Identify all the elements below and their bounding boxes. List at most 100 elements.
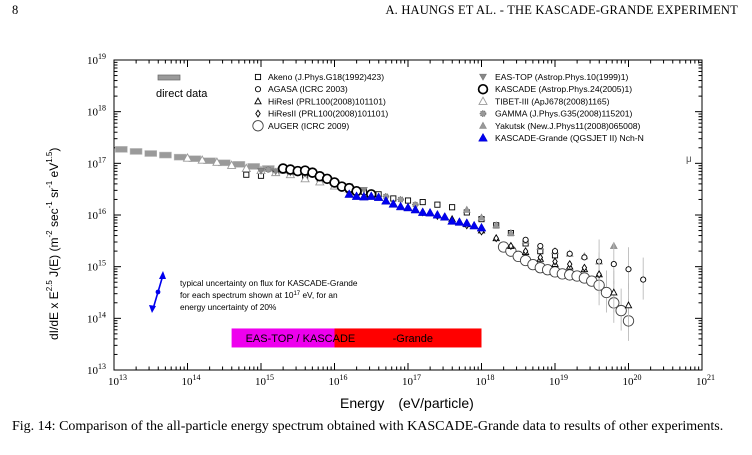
- y-axis-label: dI/dE x E2.5 J(E) (m-2 sec-1 sr-1 eV1.5): [45, 148, 61, 340]
- kascade-grande-point: [410, 204, 421, 214]
- legend-label-right: EAS-TOP (Astrop.Phys.10(1999)1): [495, 72, 629, 82]
- auger-point: [615, 304, 627, 317]
- hiresi-point: [624, 301, 633, 309]
- akeno-point: [419, 199, 426, 206]
- direct-data-point: [159, 151, 172, 159]
- legend-marker-right: [479, 110, 487, 117]
- kascade-grande-point: [439, 211, 450, 221]
- uncertainty-arrow-point: [155, 289, 161, 295]
- tibet-iii-point: [241, 163, 252, 172]
- page-number: 8: [12, 3, 19, 17]
- x-tick-label: 1015: [255, 373, 274, 388]
- agasa-point: [581, 254, 588, 261]
- plot-frame: [113, 59, 703, 371]
- gamma-point: [397, 196, 405, 203]
- x-tick-label: 1021: [696, 373, 715, 388]
- agasa-point: [551, 248, 559, 255]
- hiresi-point: [609, 288, 618, 296]
- legend-marker-right: [479, 121, 487, 129]
- tibet-iii-point: [182, 153, 193, 162]
- y-tick-label: 1017: [87, 155, 106, 170]
- hiresii-point: [581, 263, 588, 272]
- grande-range-bar: [334, 328, 482, 348]
- gamma-point: [265, 166, 272, 173]
- yakutsk-point: [462, 205, 471, 213]
- legend-marker-right: [478, 132, 488, 142]
- x-tick-label: 1016: [329, 373, 348, 388]
- tibet-iii-point: [226, 160, 237, 169]
- yakutsk-point: [492, 221, 501, 229]
- x-tick-label: 1014: [182, 373, 201, 388]
- agasa-point: [625, 266, 632, 273]
- kascade-grande-point: [425, 207, 435, 217]
- x-tick-label: 1020: [623, 373, 642, 388]
- legend-label-left: Akeno (J.Phys.G18(1992)423): [268, 72, 384, 82]
- kascade-grande-point: [351, 191, 362, 200]
- yakutsk-point: [477, 213, 486, 221]
- kascade-grande-point: [447, 216, 457, 225]
- y-tick-label: 1013: [87, 362, 106, 377]
- akeno-point: [243, 171, 250, 178]
- hiresii-point: [566, 259, 573, 269]
- uncertainty-arrow: [149, 271, 166, 313]
- auger-point: [600, 286, 613, 299]
- eas-top-kascade-range-label: EAS-TOP / KASCADE: [246, 333, 356, 345]
- yakutsk-point: [506, 228, 515, 236]
- kascade-grande-point: [359, 191, 369, 201]
- kascade-grande-point: [432, 209, 443, 219]
- kascade-grande-point: [381, 195, 391, 205]
- direct-data-point: [144, 150, 157, 157]
- x-tick-label: 1013: [108, 373, 127, 388]
- akeno-point: [404, 197, 412, 204]
- kascade-grande-point: [373, 192, 384, 201]
- energy-spectrum-chart: 1013 1014 1015 1016 1017 1018 1019 1020 1021 1013…: [45, 52, 715, 411]
- y-tick-label: 1014: [87, 310, 106, 325]
- legend-marker-left: [252, 120, 264, 132]
- kascade-grande-point: [403, 202, 413, 212]
- agasa-point: [640, 276, 647, 283]
- kascade-grande-point: [454, 217, 465, 226]
- direct-data-swatch: [157, 74, 181, 81]
- uncertainty-arrow-head: [149, 305, 156, 313]
- legend-label-left: HiResII (PRL100(2008)101101): [268, 109, 388, 119]
- agasa-point: [610, 261, 617, 268]
- uncertainty-note-line: typical uncertainty on flux for KASCADE-…: [180, 278, 358, 288]
- kascade-grande-point: [417, 207, 428, 216]
- kascade-series: [277, 163, 377, 200]
- kascade-grande-point: [395, 201, 406, 211]
- eas-top-point: [271, 168, 280, 176]
- running-title: A. HAUNGS ET AL. - THE KASCADE-GRANDE EX…: [385, 3, 738, 17]
- y-tick-label: 1016: [87, 207, 106, 222]
- tibet-iii-point: [300, 173, 310, 183]
- legend-label-right: TIBET-III (ApJ678(2008)1165): [495, 96, 610, 106]
- y-tick-label: 1019: [87, 52, 106, 67]
- akeno-point: [449, 204, 456, 211]
- uncertainty-note-line: for each spectrum shown at 1017 eV, for …: [180, 290, 338, 300]
- hiresii-point: [552, 257, 558, 266]
- x-axis-label: Energy (eV/particle): [340, 395, 474, 411]
- kascade-grande-point: [388, 199, 399, 208]
- kascade-grande-point: [344, 189, 355, 198]
- direct-data-point: [115, 146, 128, 153]
- uncertainty-note-line: energy uncertainty of 20%: [180, 302, 277, 312]
- x-tick-label: 1019: [549, 373, 568, 388]
- kascade-grande-point: [366, 191, 377, 200]
- legend-marker-left: [255, 109, 261, 118]
- agasa-point: [522, 236, 529, 243]
- kascade-grande-series: [344, 189, 487, 232]
- legend-marker-right: [479, 73, 487, 81]
- legend-label-right: Yakutsk (New.J.Phys11(2008)065008): [495, 121, 641, 131]
- direct-data-point: [129, 148, 143, 155]
- legend-marker-left: [254, 97, 262, 105]
- eas-top-point: [359, 187, 368, 195]
- kascade-grande-point: [461, 218, 472, 227]
- hiresii-point: [537, 253, 544, 262]
- hiresii-point: [596, 270, 602, 279]
- agasa-point: [566, 250, 573, 257]
- grande-range-label: -Grande: [393, 333, 433, 345]
- figure-caption: Fig. 14: Comparison of the all-particle …: [12, 419, 724, 434]
- mu-label: μ: [686, 154, 692, 165]
- hiresii-point: [508, 241, 514, 251]
- direct-data-label: direct data: [156, 88, 208, 100]
- hiresii-point: [522, 247, 529, 256]
